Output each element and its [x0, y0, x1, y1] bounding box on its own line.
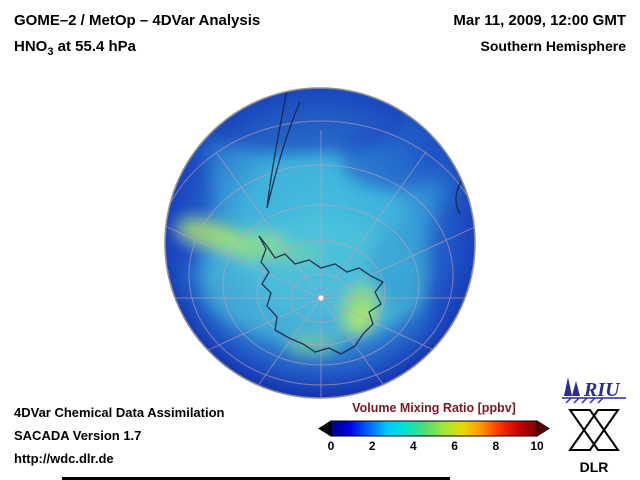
hemisphere-map	[164, 87, 476, 399]
colorbar-ticks: 0 2 4 6 8 10	[327, 439, 544, 454]
coastline-antarctica	[258, 235, 385, 355]
version-label: SACADA Version 1.7	[14, 428, 142, 443]
datetime-label: Mar 11, 2009, 12:00 GMT	[453, 12, 626, 29]
colorbar-overflow-arrow	[536, 420, 550, 437]
coastline-northeast	[404, 93, 428, 114]
dlr-emblem-icon	[568, 409, 620, 451]
colorbar-title: Volume Mixing Ratio [ppbv]	[352, 401, 516, 415]
south-pole-marker	[317, 294, 325, 302]
colorbar-tick: 6	[451, 439, 458, 453]
colorbar	[318, 420, 550, 437]
plot-meta-block: Mar 11, 2009, 12:00 GMT Southern Hemisph…	[453, 12, 626, 54]
riu-logo-text: RIU	[583, 379, 621, 401]
colorbar-tick: 10	[530, 439, 544, 453]
graticule	[165, 120, 475, 398]
colorbar-tick: 0	[327, 439, 335, 453]
colorbar-gradient	[330, 420, 538, 437]
plot-subtitle: HNO3 at 55.4 hPa	[14, 38, 260, 58]
species-subscript: 3	[47, 46, 54, 58]
credits-block: 4DVar Chemical Data Assimilation SACADA …	[14, 401, 225, 470]
colorbar-tick: 8	[492, 439, 500, 453]
colorbar-underflow-arrow	[318, 420, 332, 437]
coastline-south-america	[266, 90, 301, 209]
plot-title-block: GOME–2 / MetOp – 4DVar Analysis HNO3 at …	[14, 12, 260, 58]
bottom-border-line	[62, 477, 450, 480]
colorbar-block: Volume Mixing Ratio [ppbv] 0 2 4 6 8 10	[318, 401, 550, 454]
coastline-east	[455, 179, 463, 215]
riu-spire-icon	[572, 381, 580, 396]
hemisphere-label: Southern Hemisphere	[480, 38, 626, 54]
globe-rim	[164, 87, 476, 399]
colorbar-tick: 4	[410, 439, 417, 453]
pressure-level-label: at 55.4 hPa	[53, 38, 137, 55]
riu-spire-icon	[564, 377, 572, 396]
riu-logo: RIU	[562, 377, 626, 404]
dlr-logo: DLR	[566, 406, 622, 475]
species-label: HNO	[14, 38, 48, 55]
website-url: http://wdc.dlr.de	[14, 451, 114, 466]
plot-title: GOME–2 / MetOp – 4DVar Analysis	[14, 12, 261, 29]
mixing-ratio-field	[165, 88, 475, 357]
riu-ground-hatch	[562, 397, 626, 404]
dlr-logo-text: DLR	[579, 459, 609, 475]
colorbar-tick: 2	[368, 439, 376, 453]
assimilation-label: 4DVar Chemical Data Assimilation	[14, 405, 225, 420]
